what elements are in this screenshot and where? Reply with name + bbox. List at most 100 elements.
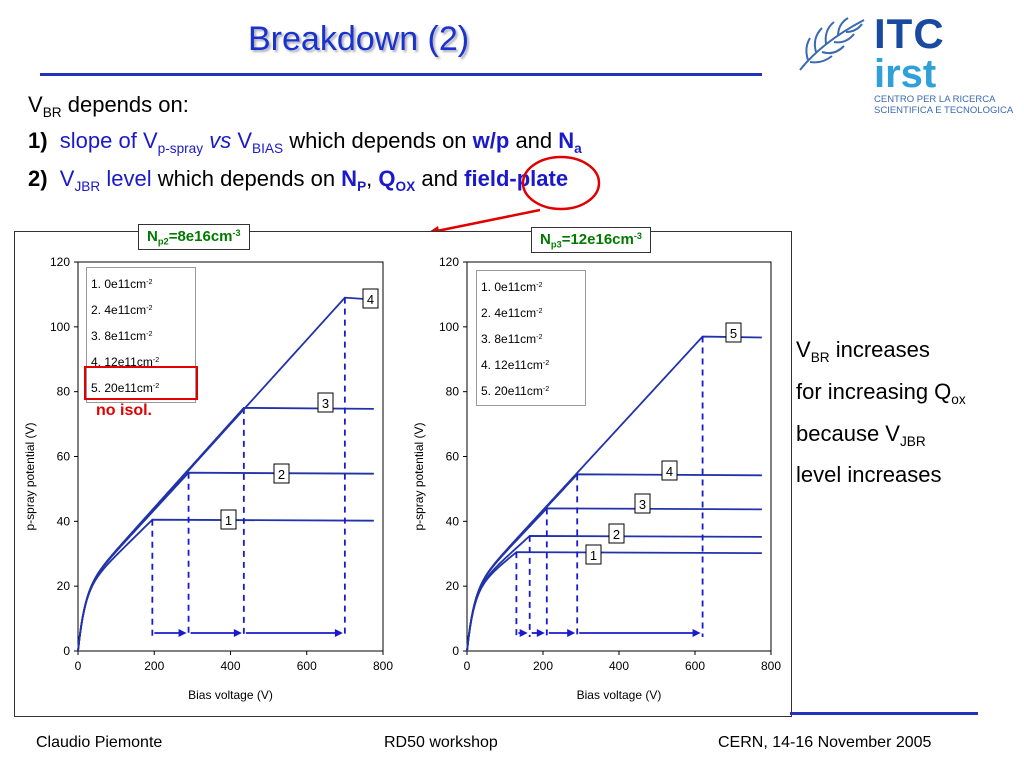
point1-and: and [509,128,559,153]
y-axis-label: p-spray potential (V) [23,422,37,530]
legend-item: 4. 12e11cm-2 [91,354,160,369]
no-isol-highlight-box [84,366,198,400]
point2-qox: QOX [378,166,416,194]
x-tick-label: 0 [75,659,82,673]
series-label-2: 2 [278,467,285,482]
y-tick-label: 20 [57,579,71,593]
x-tick-label: 400 [609,659,629,673]
y-tick-label: 20 [446,579,460,593]
point1-na: Na [558,128,582,156]
y-tick-label: 100 [50,320,70,334]
legend-item: 2. 4e11cm-2 [481,305,543,320]
no-isol-label: no isol. [96,402,152,419]
legend-item: 2. 4e11cm-2 [91,302,153,317]
vbr-note: VBR increases for increasing Qox because… [796,333,966,492]
y-tick-label: 40 [57,514,71,528]
x-tick-label: 800 [373,659,393,673]
series-line-4 [466,473,762,652]
series-label-box-3 [634,493,651,514]
y-tick-label: 0 [63,644,70,658]
note-line1: VBR increases [796,337,930,365]
series-label-1: 1 [590,548,597,563]
point1-vs: vs [209,128,232,153]
x-tick-label: 600 [297,659,317,673]
shift-arrowhead-2 [536,629,545,637]
series-line-1 [466,551,762,652]
intro-line: VBR depends on: [28,92,189,120]
legend-item: 3. 8e11cm-2 [91,328,153,343]
legend-item: 1. 0e11cm-2 [91,276,153,291]
point1-slope: slope of Vp-spray [59,128,204,156]
y-tick-label: 60 [57,450,71,464]
logo-subtitle-line2: SCIENTIFICA E TECNOLOGICA [874,105,1014,116]
np2-box: Np2=8e16cm-3 [138,224,250,251]
series-label-box-5 [725,322,742,343]
point1-num: 1) [28,128,48,153]
point2-and: and [415,166,465,191]
x-tick-label: 0 [464,659,471,673]
y-tick-label: 120 [50,255,70,269]
footer-rule [790,712,978,715]
series-label-box-4 [661,460,678,481]
shift-arrowhead-3 [334,629,343,637]
x-tick-label: 800 [761,659,781,673]
x-tick-label: 400 [220,659,240,673]
y-tick-label: 40 [446,514,460,528]
intro-v: V [28,92,43,117]
note-line2: for increasing Qox [796,378,966,407]
y-axis-label: p-spray potential (V) [412,422,426,530]
y-tick-label: 0 [452,644,459,658]
x-tick-label: 200 [144,659,164,673]
series-label-box-4 [362,288,379,309]
series-label-box-2 [273,463,290,484]
y-tick-label: 80 [446,385,460,399]
footer-author: Claudio Piemonte [36,734,163,751]
legend-item: 5. 20e11cm-2 [481,383,550,398]
logo-itc-text: ITC [874,10,945,57]
note-line4: level increases [796,462,942,488]
note-line3: because VJBR [796,420,926,449]
series-line-4 [77,296,374,652]
logo-leaf-icon [799,17,865,71]
point1-which: which depends on [283,128,473,153]
point2-level: level [100,166,152,191]
point2-num: 2) [28,166,48,191]
title-underline [40,73,762,76]
y-tick-label: 120 [439,255,459,269]
series-label-4: 4 [666,464,673,479]
intro-br: BR [42,104,62,120]
point2-comma: , [366,166,373,191]
shift-arrowhead-3 [567,629,576,637]
np3-box: Np3=12e16cm-3 [531,227,651,254]
series-line-5 [466,335,762,652]
itc-irst-logo: ITC irst CENTRO PER LA RICERCA SCIENTIFI… [874,10,1013,117]
x-tick-label: 200 [533,659,553,673]
legend-item: 4. 12e11cm-2 [481,357,550,372]
series-line-1 [77,518,374,652]
slide-title: Breakdown (2) [248,20,470,58]
series-label-box-1 [220,509,237,530]
intro-rest: depends on: [61,92,189,117]
logo-subtitle-line1: CENTRO PER LA RICERCA [874,94,996,105]
legend-item: 5. 20e11cm-2 [91,380,160,395]
logo-subtitle: CENTRO PER LA RICERCA SCIENTIFICA E TECN… [874,94,1013,116]
legend-item: 3. 8e11cm-2 [481,331,543,346]
point2-vjbr: VJBR [59,166,101,194]
y-tick-label: 100 [439,320,459,334]
series-label-4: 4 [367,292,374,307]
point2-np: NP [341,166,367,194]
shift-arrowhead-2 [233,629,242,637]
footer-date: CERN, 14-16 November 2005 [718,734,932,751]
series-label-box-2 [608,523,625,544]
point-1: 1) slope of Vp-spray vs VBIAS which depe… [28,128,582,156]
series-label-box-1 [585,544,602,565]
shift-arrowhead-1 [519,629,528,637]
series-label-box-3 [317,392,334,413]
x-tick-label: 600 [685,659,705,673]
point2-which: which depends on [151,166,342,191]
y-tick-label: 80 [57,385,71,399]
footer-event: RD50 workshop [384,734,498,751]
x-axis-label: Bias voltage (V) [188,688,273,702]
y-tick-label: 60 [446,450,460,464]
